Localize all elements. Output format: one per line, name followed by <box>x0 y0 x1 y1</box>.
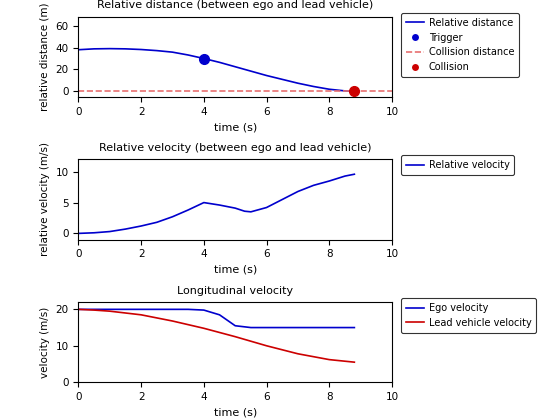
Legend: Ego velocity, Lead vehicle velocity: Ego velocity, Lead vehicle velocity <box>402 298 536 333</box>
Legend: Relative velocity: Relative velocity <box>402 155 515 175</box>
Legend: Relative distance, Trigger, Collision distance, Collision: Relative distance, Trigger, Collision di… <box>402 13 519 77</box>
Title: Longitudinal velocity: Longitudinal velocity <box>177 286 293 296</box>
X-axis label: time (s): time (s) <box>213 265 257 275</box>
Y-axis label: velocity (m/s): velocity (m/s) <box>40 307 50 378</box>
Title: Relative distance (between ego and lead vehicle): Relative distance (between ego and lead … <box>97 0 374 10</box>
Y-axis label: relative velocity (m/s): relative velocity (m/s) <box>40 142 50 257</box>
Title: Relative velocity (between ego and lead vehicle): Relative velocity (between ego and lead … <box>99 143 371 153</box>
Y-axis label: relative distance (m): relative distance (m) <box>40 3 50 111</box>
X-axis label: time (s): time (s) <box>213 407 257 417</box>
X-axis label: time (s): time (s) <box>213 122 257 132</box>
